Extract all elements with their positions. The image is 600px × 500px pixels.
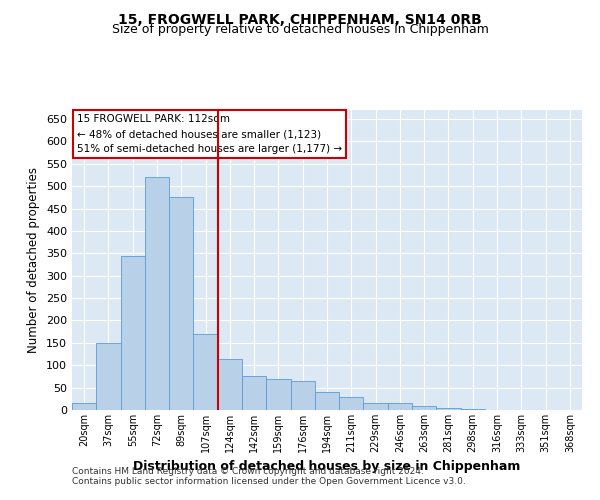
Text: Contains HM Land Registry data © Crown copyright and database right 2024.: Contains HM Land Registry data © Crown c…: [72, 468, 424, 476]
Bar: [461, 409, 485, 410]
Bar: [364, 404, 388, 410]
Bar: [388, 404, 412, 410]
Text: 15, FROGWELL PARK, CHIPPENHAM, SN14 0RB: 15, FROGWELL PARK, CHIPPENHAM, SN14 0RB: [118, 12, 482, 26]
Y-axis label: Number of detached properties: Number of detached properties: [28, 167, 40, 353]
Text: Contains public sector information licensed under the Open Government Licence v3: Contains public sector information licen…: [72, 478, 466, 486]
Bar: [290, 381, 315, 410]
Bar: [339, 396, 364, 410]
Bar: [436, 408, 461, 410]
Text: Size of property relative to detached houses in Chippenham: Size of property relative to detached ho…: [112, 22, 488, 36]
Bar: [242, 376, 266, 410]
Bar: [145, 177, 169, 410]
Bar: [193, 334, 218, 410]
Bar: [218, 358, 242, 410]
Bar: [169, 198, 193, 410]
Bar: [315, 392, 339, 410]
Bar: [412, 406, 436, 410]
Text: 15 FROGWELL PARK: 112sqm
← 48% of detached houses are smaller (1,123)
51% of sem: 15 FROGWELL PARK: 112sqm ← 48% of detach…: [77, 114, 342, 154]
Bar: [96, 343, 121, 410]
X-axis label: Distribution of detached houses by size in Chippenham: Distribution of detached houses by size …: [133, 460, 521, 473]
Bar: [266, 378, 290, 410]
Bar: [121, 256, 145, 410]
Bar: [72, 404, 96, 410]
